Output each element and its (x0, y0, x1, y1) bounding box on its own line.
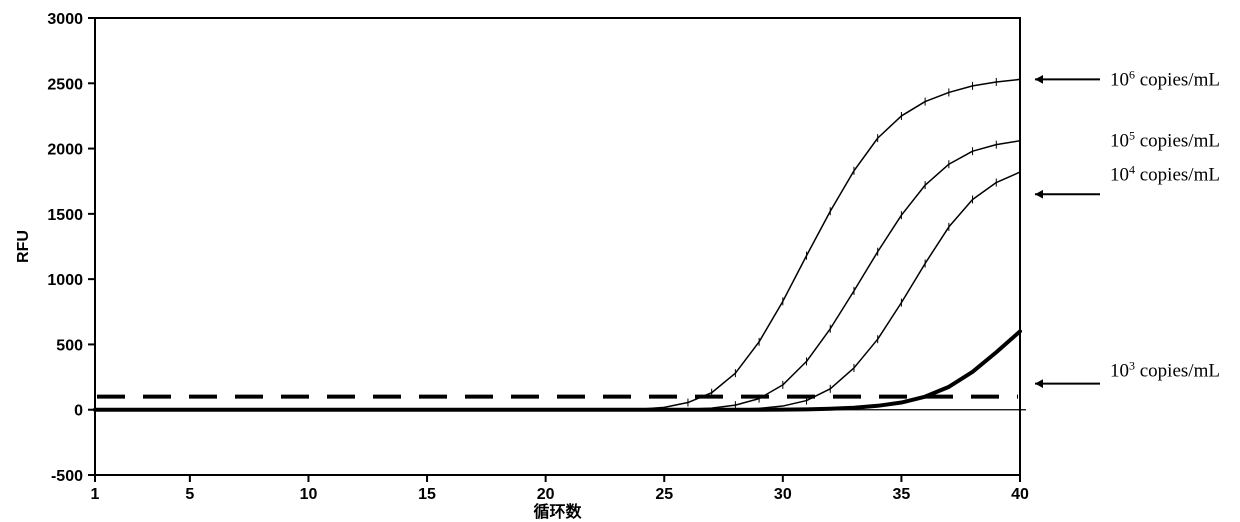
y-tick-label: -500 (51, 468, 83, 485)
x-tick-label: 40 (1011, 486, 1029, 503)
x-tick-label: 10 (300, 486, 318, 503)
y-tick-label: 500 (56, 337, 83, 354)
annotation-ann-1e6: 106 copies/mL (1110, 67, 1220, 90)
y-tick-label: 0 (74, 403, 83, 420)
annotation-ann-1e3: 103 copies/mL (1110, 359, 1220, 382)
x-tick-label: 35 (893, 486, 911, 503)
x-tick-label: 1 (91, 486, 100, 503)
chart-container: { "chart": { "type": "line", "width": 12… (0, 0, 1240, 522)
x-axis-label: 循环数 (533, 502, 582, 521)
annotation-ann-1e5: 105 copies/mL (1110, 129, 1220, 152)
x-tick-label: 15 (418, 486, 436, 503)
x-tick-label: 30 (774, 486, 792, 503)
y-tick-label: 2000 (47, 142, 83, 159)
annotation-ann-1e4: 104 copies/mL (1110, 163, 1220, 186)
x-tick-label: 25 (655, 486, 673, 503)
y-tick-label: 2500 (47, 76, 83, 93)
amplification-chart: -500050010001500200025003000151015202530… (0, 0, 1240, 522)
y-axis-label: RFU (15, 230, 32, 263)
x-tick-label: 20 (537, 486, 555, 503)
y-tick-label: 3000 (47, 11, 83, 28)
y-tick-label: 1000 (47, 272, 83, 289)
y-tick-label: 1500 (47, 207, 83, 224)
x-tick-label: 5 (185, 486, 194, 503)
